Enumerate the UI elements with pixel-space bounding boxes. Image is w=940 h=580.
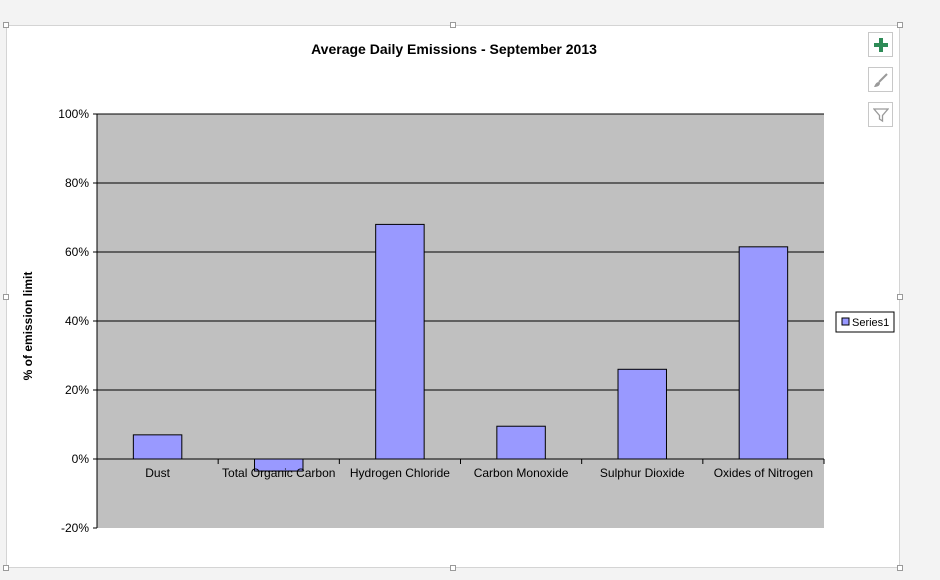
resize-handle-bottom[interactable] (450, 565, 456, 571)
legend-label: Series1 (852, 317, 889, 329)
chart-elements-button[interactable] (868, 32, 893, 57)
y-tick-label: 60% (65, 245, 89, 259)
x-tick-label: Sulphur Dioxide (600, 466, 685, 480)
bar[interactable] (617, 368, 667, 460)
resize-handle-top-left[interactable] (3, 22, 9, 28)
bar[interactable] (375, 223, 425, 460)
y-tick-label: 100% (58, 107, 89, 121)
bar[interactable] (132, 434, 183, 460)
y-tick-label: 0% (72, 452, 90, 466)
chart-title: Average Daily Emissions - September 2013 (311, 41, 597, 57)
bar[interactable] (496, 425, 546, 460)
resize-handle-left[interactable] (3, 294, 9, 300)
x-tick-label: Oxides of Nitrogen (714, 466, 813, 480)
chart-filters-button[interactable] (868, 102, 893, 127)
y-tick-label: -20% (61, 521, 89, 535)
y-tick-label: 40% (65, 314, 89, 328)
resize-handle-bottom-left[interactable] (3, 565, 9, 571)
y-tick-label: 20% (65, 383, 89, 397)
bar[interactable] (738, 246, 789, 460)
x-tick-label: Dust (145, 466, 170, 480)
legend-box (835, 311, 895, 333)
filter-icon (872, 107, 889, 122)
x-tick-label: Total Organic Carbon (222, 466, 335, 480)
resize-handle-right[interactable] (897, 294, 903, 300)
resize-handle-top[interactable] (450, 22, 456, 28)
chart-styles-button[interactable] (868, 67, 893, 92)
plus-icon (873, 37, 888, 52)
resize-handle-bottom-right[interactable] (897, 565, 903, 571)
y-tick-label: 80% (65, 176, 89, 190)
legend-swatch (841, 317, 850, 326)
brush-icon (873, 72, 888, 87)
resize-handle-top-right[interactable] (897, 22, 903, 28)
x-tick-label: Hydrogen Chloride (350, 466, 450, 480)
y-axis-label: % of emission limit (21, 272, 35, 381)
legend: Series1 (835, 311, 895, 333)
x-tick-label: Carbon Monoxide (474, 466, 569, 480)
